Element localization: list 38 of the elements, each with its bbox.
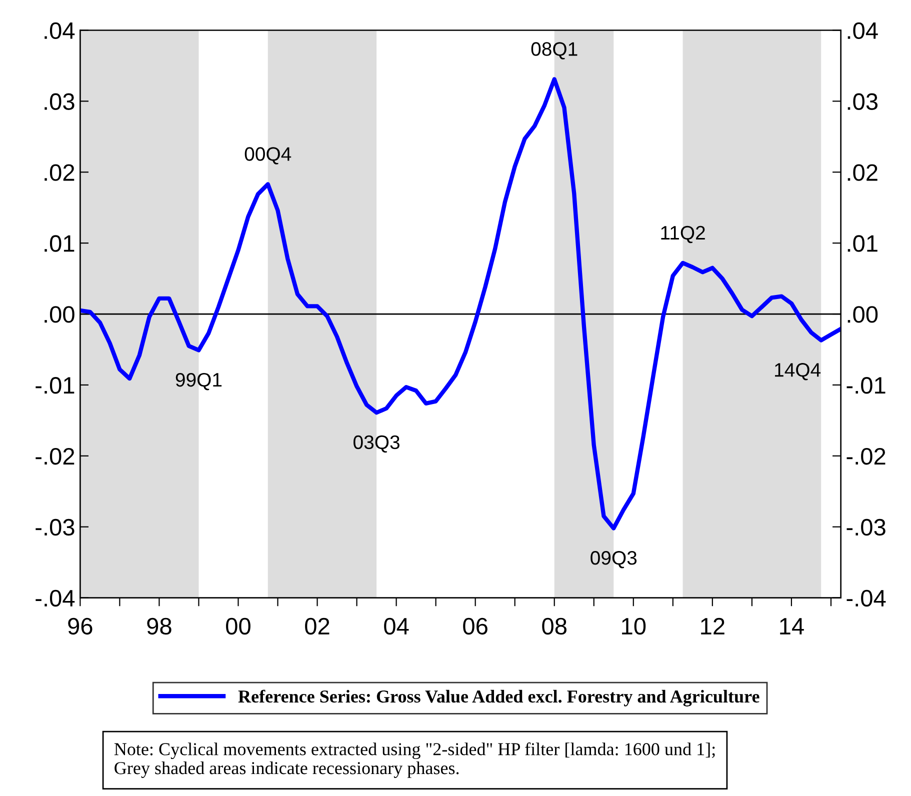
y2-tick-label: -.04 [846,590,886,607]
y2-tick-label: .02 [848,164,878,181]
y2-tick-label: .00 [848,306,878,323]
annotation: 08Q1 [531,42,578,60]
y2-tick-label: -.01 [846,377,886,394]
y-tick-label: .04 [44,22,75,40]
x-tick-label: 98 [147,618,172,635]
y-tick-label: -.01 [36,377,74,394]
y-tick-label: .02 [44,164,74,181]
x-tick-label: 14 [780,618,804,634]
annotation: 99Q1 [176,372,222,390]
x-tick-label: 00 [226,618,250,635]
x-tick-label: 10 [622,618,646,635]
x-tick-label: 06 [463,618,488,635]
y-tick-label: -.02 [36,448,74,465]
annotation: 14Q4 [775,363,821,380]
x-tick-label: 04 [384,618,409,635]
y2-tick-label: -.02 [846,448,886,465]
annotation: 09Q3 [590,551,637,568]
annotation: 11Q2 [661,226,705,244]
text: Note: Cyclical movements extracted using "2-sided" HP filter [lamda: 1600 und 1]; Grey shaded areas indicate recessionary phases. [114,742,715,778]
x-tick-label: 08 [542,618,566,635]
y2-tick-label: .04 [848,22,878,40]
y2-tick-label: .03 [848,93,878,110]
y-tick-label: .00 [44,306,74,323]
x-tick-label: 96 [68,618,92,635]
line-series [80,77,841,530]
y-tick-label: .03 [44,93,74,110]
y-tick-label: .01 [44,235,74,252]
y-tick-label: -.04 [36,590,75,607]
annotation: 03Q3 [354,435,400,453]
legend-label: Reference Series: Gross Value Added excl. Forestry and Agriculture [238,690,760,706]
annotation: 00Q4 [244,147,292,164]
y2-tick-label: .01 [848,235,878,252]
y2-tick-label: -.03 [846,518,886,536]
x-tick-label: 02 [305,618,330,635]
y-tick-label: -.03 [36,518,74,536]
x-tick-label: 12 [701,618,724,634]
